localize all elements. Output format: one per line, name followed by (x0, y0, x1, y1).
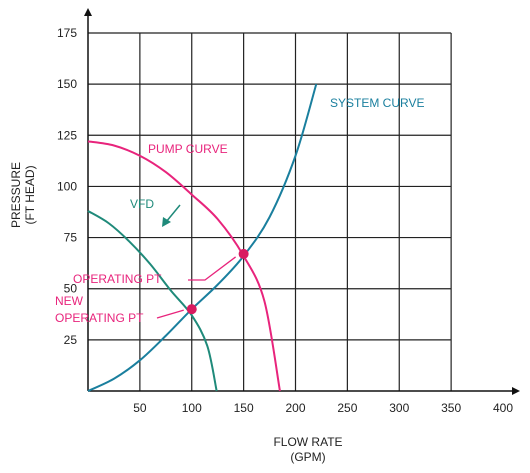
x-tick-label: 300 (389, 401, 409, 415)
x-tick-label: 350 (441, 401, 461, 415)
x-tick-label: 400 (493, 401, 513, 415)
new-operating-pt-label-line1: NEW (55, 294, 84, 308)
y-tick-label: 150 (57, 77, 77, 91)
system-curve-label: SYSTEM CURVE (330, 96, 424, 110)
vfd-arrowhead (162, 217, 171, 227)
pump-curve (87, 140, 281, 392)
y-axis-arrow (84, 8, 92, 16)
x-axis-title-line1: FLOW RATE (273, 435, 342, 449)
vfd-curve (87, 210, 218, 392)
y-tick-label: 75 (64, 231, 78, 245)
y-tick-label: 125 (57, 128, 77, 142)
new-operating-pt-label-line2: OPERATING PT (55, 311, 144, 325)
y-tick-label: 100 (57, 179, 77, 193)
operating-point-marker (186, 304, 197, 315)
vfd-label: VFD (130, 197, 154, 211)
grid (88, 32, 452, 391)
y-axis-title-line1: PRESSURE (9, 162, 23, 228)
operating-pt-label: OPERATING PT (73, 272, 162, 286)
x-tick-label: 50 (133, 401, 147, 415)
operating-pt-leader (188, 256, 237, 281)
tick-labels: 50 100 150 200 250 300 350 400 25 50 75 100 125 150 17… (57, 26, 513, 415)
y-axis-title-line2: (FT HEAD) (23, 165, 37, 224)
curves (87, 83, 318, 392)
x-axis-title-line2: (GPM) (290, 450, 325, 464)
y-tick-label: 175 (57, 26, 77, 40)
pump-curve-label: PUMP CURVE (148, 142, 228, 156)
annotations: SYSTEM CURVE PUMP CURVE VFD OPERATING PT NEW… (55, 96, 424, 325)
operating-point-marker (238, 248, 249, 259)
y-tick-label: 25 (64, 333, 78, 347)
new-operating-pt-leader (156, 309, 184, 319)
x-tick-label: 150 (234, 401, 254, 415)
x-axis-arrow (512, 387, 520, 395)
x-tick-label: 100 (182, 401, 202, 415)
x-tick-label: 200 (285, 401, 305, 415)
vfd-arrow-line (165, 204, 181, 223)
axes (84, 8, 520, 395)
x-tick-label: 250 (337, 401, 357, 415)
operating-points (186, 248, 249, 315)
y-tick-label: 50 (64, 282, 78, 296)
system-curve (87, 83, 318, 392)
